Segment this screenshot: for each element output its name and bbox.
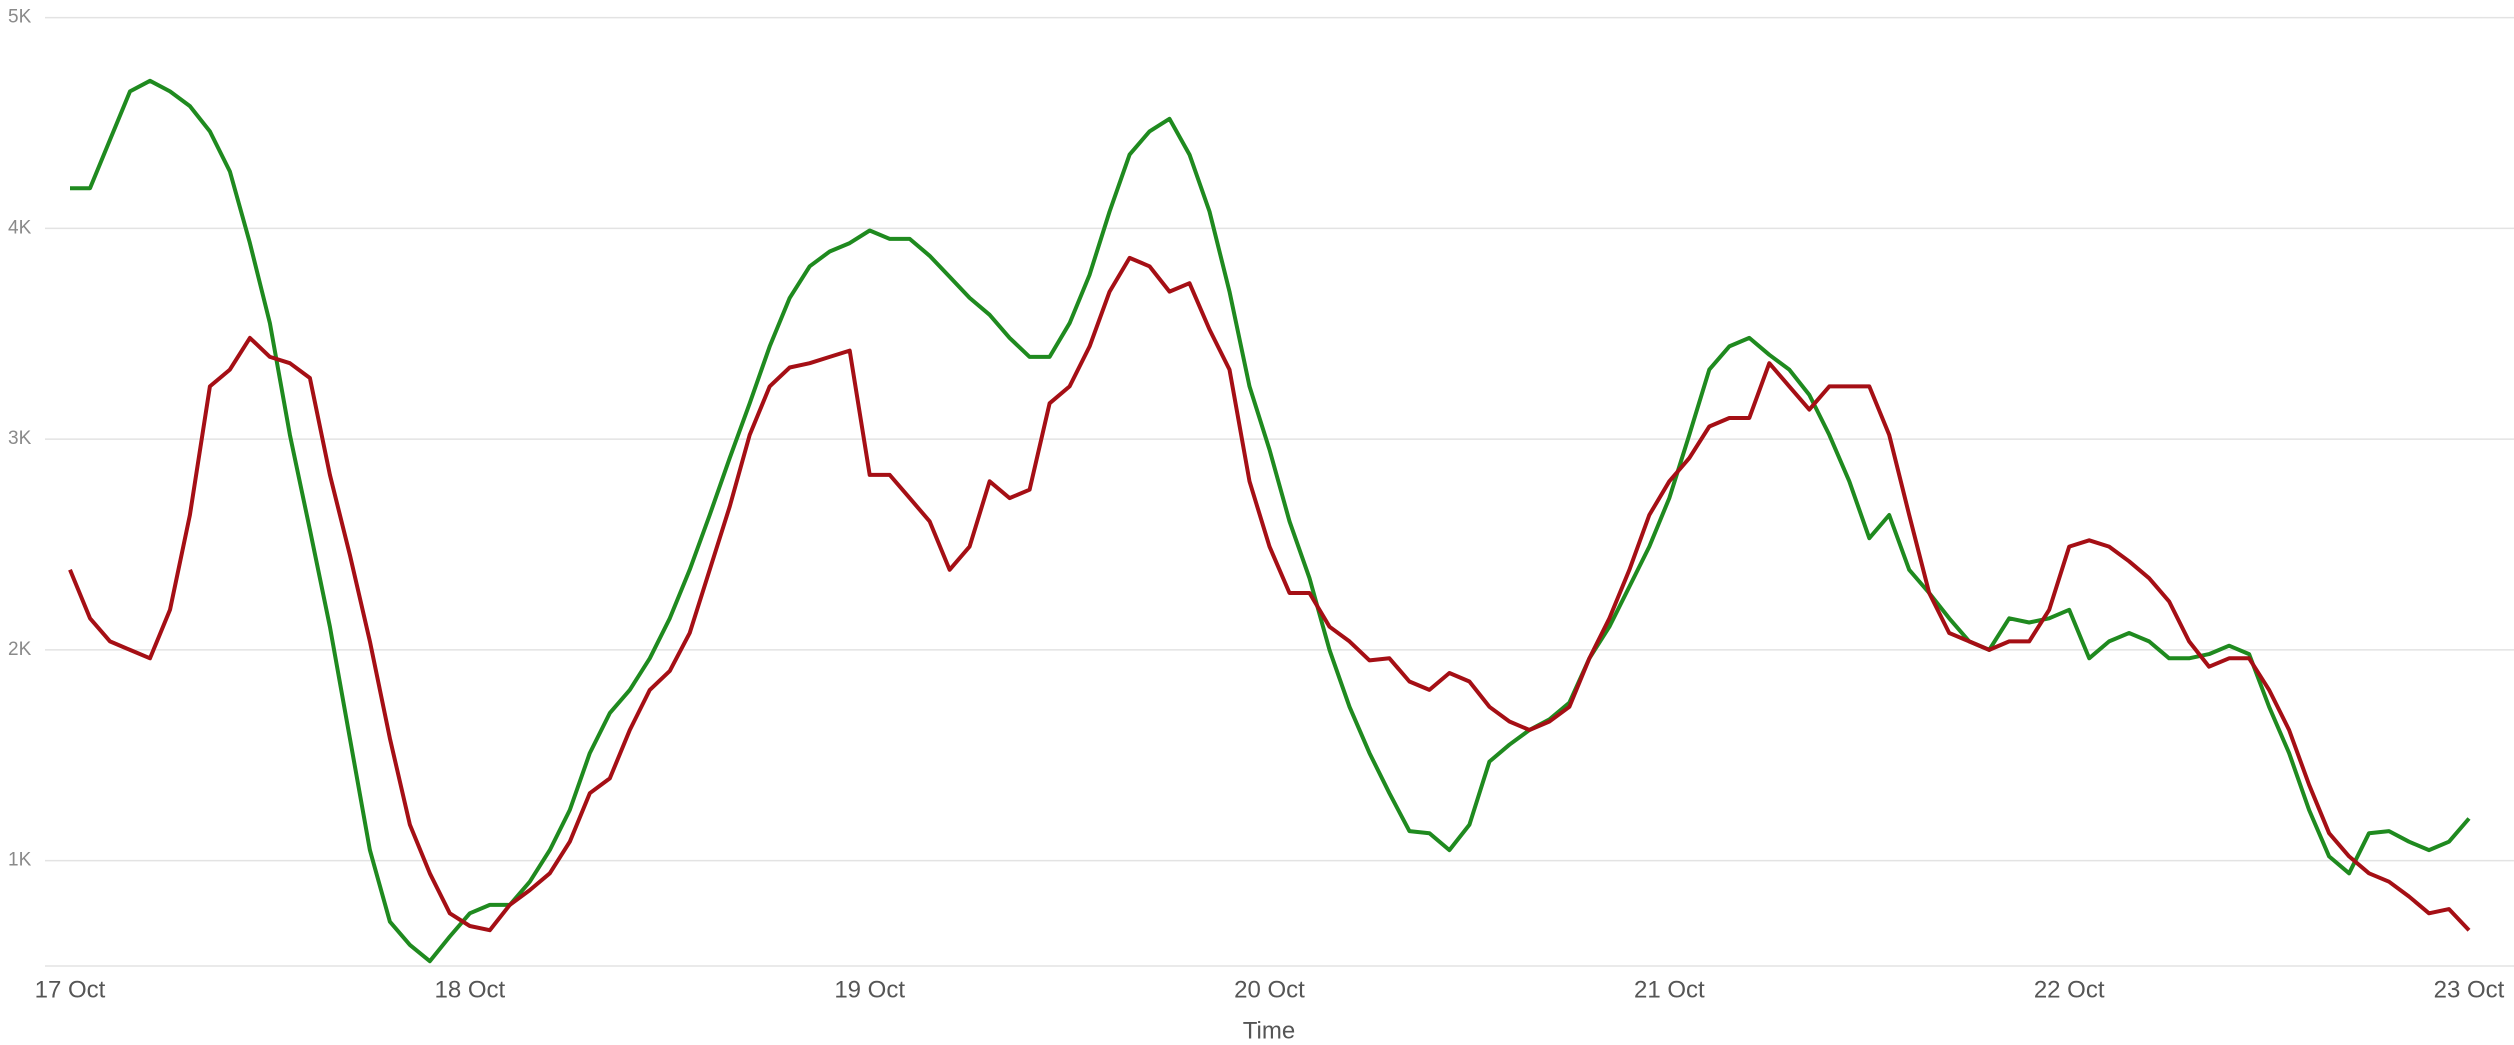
x-tick-label: 19 Oct [834, 976, 905, 1003]
y-tick-label: 1K [8, 850, 32, 871]
x-tick-label: 23 Oct [2434, 976, 2505, 1003]
series-line [70, 78, 2471, 964]
x-tick-label: 17 Oct [35, 976, 106, 1003]
x-axis-title: Time [1243, 1017, 1295, 1044]
x-tick-label: 18 Oct [434, 976, 505, 1003]
x-tick-label: 21 Oct [1634, 976, 1705, 1003]
x-tick-label: 20 Oct [1234, 976, 1305, 1003]
y-tick-label: 4K [8, 217, 32, 238]
y-tick-label: 5K [8, 7, 32, 28]
series-line [68, 255, 2471, 933]
x-tick-label: 22 Oct [2034, 976, 2105, 1003]
y-tick-label: 2K [8, 639, 32, 660]
y-tick-label: 3K [8, 428, 32, 449]
